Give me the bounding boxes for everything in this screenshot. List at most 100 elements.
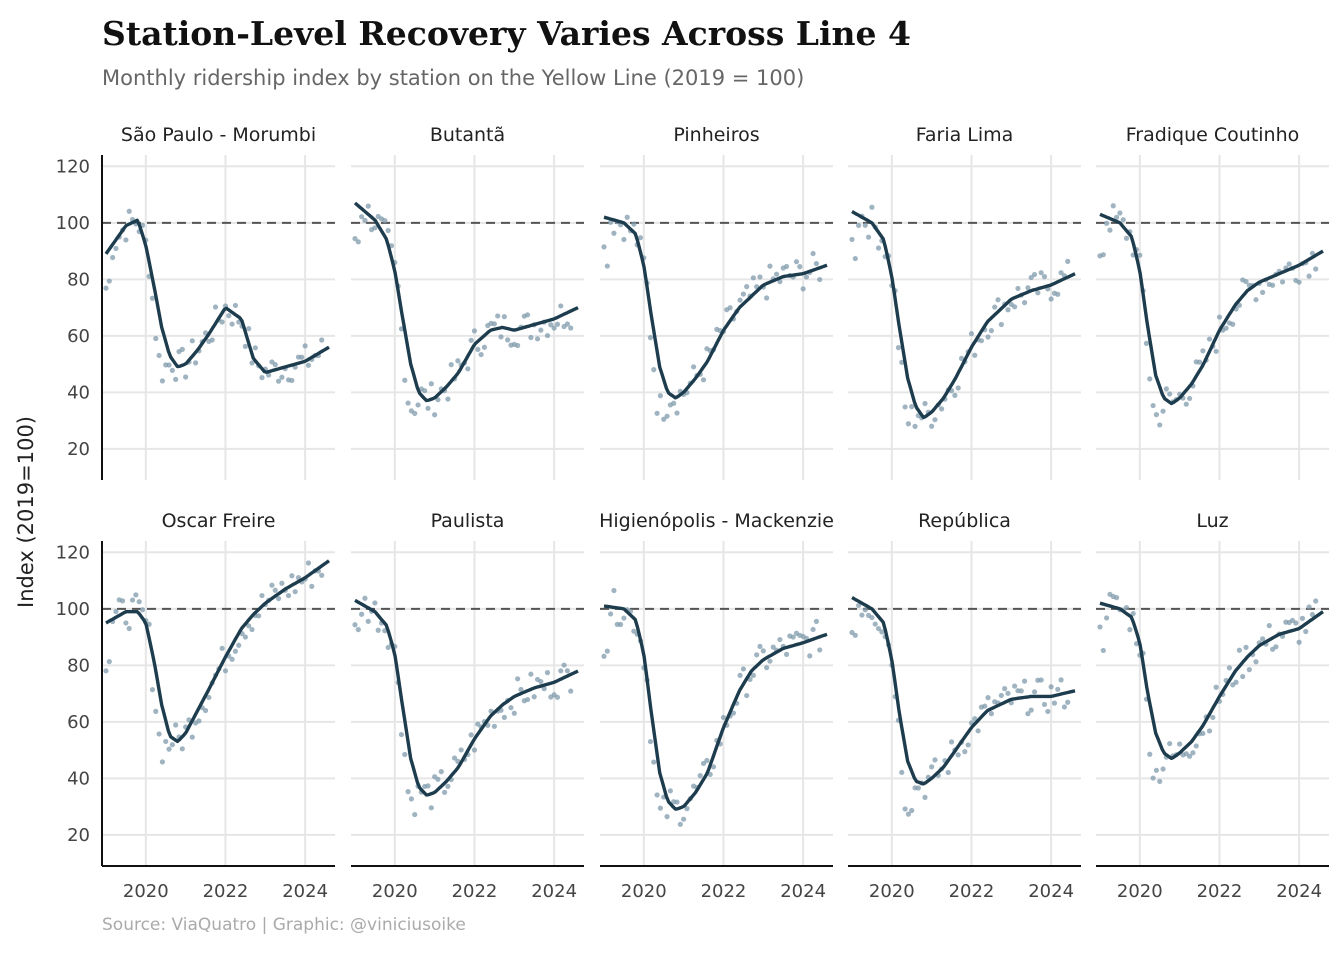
data-point	[425, 783, 431, 789]
data-point	[737, 297, 743, 303]
data-point	[932, 417, 938, 423]
data-point	[1299, 615, 1306, 621]
data-point	[103, 285, 109, 291]
data-point	[704, 757, 710, 764]
data-point	[1216, 314, 1223, 320]
data-point	[869, 614, 875, 621]
data-point	[899, 769, 905, 775]
data-point	[985, 695, 991, 701]
y-tick-label: 80	[67, 269, 90, 290]
data-point	[1061, 704, 1068, 710]
data-point	[651, 367, 657, 373]
data-point	[163, 738, 169, 745]
data-point	[1058, 270, 1064, 276]
data-point	[872, 621, 878, 627]
data-point	[1048, 684, 1054, 690]
data-point	[813, 618, 820, 624]
chart-title: Station-Level Recovery Varies Across Lin…	[102, 14, 911, 53]
data-point	[422, 388, 428, 394]
data-point	[915, 785, 921, 791]
panel-label: Paulista	[431, 510, 505, 532]
data-point	[1153, 412, 1160, 418]
station-panel: Paulista 2020 2022 2024	[351, 510, 584, 902]
data-point	[319, 337, 325, 343]
y-tick-label: 20	[67, 825, 90, 846]
x-tick-label: 2024	[282, 881, 328, 902]
panel-label: Fradique Coutinho	[1126, 124, 1300, 146]
data-point	[1031, 271, 1038, 278]
data-point	[1293, 620, 1299, 626]
data-point	[1012, 304, 1018, 310]
data-point	[212, 304, 219, 310]
data-point	[1150, 402, 1156, 409]
monthly-points	[103, 560, 325, 765]
data-point	[647, 738, 654, 745]
x-tick-label: 2020	[869, 881, 915, 902]
data-point	[402, 377, 408, 383]
panel-label: Oscar Freire	[162, 510, 276, 532]
data-point	[1025, 711, 1031, 717]
data-point	[123, 620, 129, 626]
data-point	[355, 626, 361, 633]
data-point	[106, 278, 112, 284]
x-tick-label: 2022	[949, 881, 995, 902]
data-point	[501, 314, 507, 320]
data-point	[1246, 667, 1252, 673]
data-point	[955, 752, 961, 758]
trend-line	[851, 210, 1076, 420]
data-point	[1309, 611, 1316, 618]
data-point	[998, 692, 1004, 699]
data-point	[1051, 700, 1058, 706]
data-point	[617, 621, 624, 628]
data-point	[1107, 227, 1113, 233]
data-point	[955, 385, 961, 391]
data-point	[767, 658, 773, 664]
data-point	[909, 404, 915, 410]
data-point	[1137, 252, 1143, 258]
trend-line	[353, 201, 579, 403]
data-point	[875, 625, 882, 632]
data-point	[1143, 340, 1150, 346]
data-point	[548, 322, 554, 328]
data-point	[962, 749, 968, 755]
data-point	[1041, 701, 1048, 708]
data-point	[445, 783, 451, 789]
data-point	[292, 589, 298, 595]
data-point	[657, 805, 664, 811]
y-tick-label: 120	[56, 156, 90, 177]
data-point	[856, 222, 862, 229]
data-point	[1018, 688, 1024, 694]
data-point	[604, 648, 610, 654]
data-point	[1157, 778, 1163, 784]
data-point	[541, 686, 547, 692]
data-point	[352, 236, 358, 242]
data-point	[793, 259, 800, 265]
data-point	[740, 291, 746, 297]
data-point	[481, 344, 488, 350]
data-point	[700, 760, 707, 767]
data-point	[1279, 279, 1286, 285]
trend-line	[851, 596, 1076, 786]
data-point	[1186, 753, 1193, 759]
data-point	[202, 707, 209, 714]
data-point	[1002, 686, 1008, 692]
station-panel: Pinheiros	[600, 124, 833, 480]
data-point	[508, 705, 514, 711]
data-point	[153, 335, 159, 342]
data-point	[720, 714, 727, 721]
data-point	[631, 221, 637, 227]
data-point	[810, 626, 816, 633]
data-point	[1243, 644, 1249, 650]
data-point	[1163, 386, 1169, 392]
panel-label: Butantã	[430, 124, 505, 146]
data-point	[764, 295, 770, 301]
data-point	[495, 313, 501, 319]
data-point	[1130, 611, 1136, 617]
data-point	[524, 312, 531, 318]
data-point	[289, 377, 295, 384]
data-point	[1117, 210, 1123, 216]
data-point	[817, 276, 823, 283]
data-point	[912, 423, 918, 429]
data-point	[478, 351, 484, 358]
